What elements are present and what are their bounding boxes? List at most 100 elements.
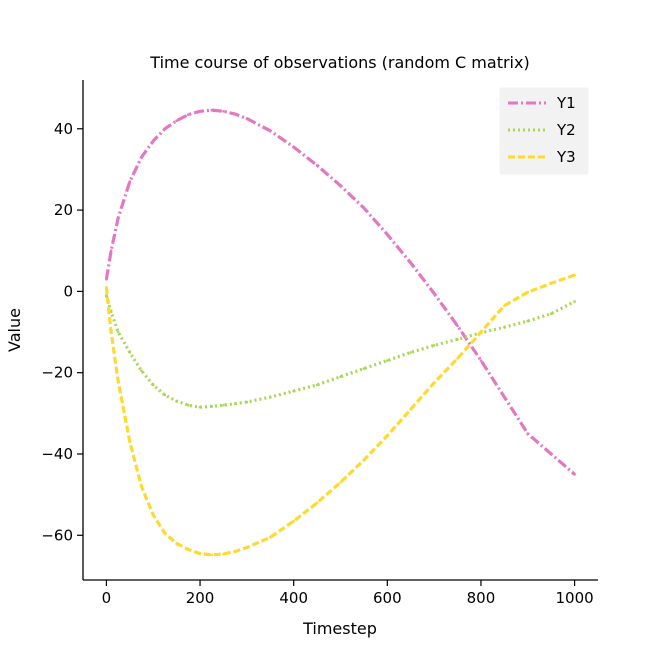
data-point bbox=[140, 369, 143, 373]
x-tick-label: 1000 bbox=[555, 589, 593, 607]
data-point bbox=[292, 389, 296, 393]
data-point bbox=[456, 324, 459, 328]
y-tick-label: −60 bbox=[41, 526, 73, 544]
data-point bbox=[386, 359, 389, 362]
data-point bbox=[245, 400, 249, 404]
data-point bbox=[222, 552, 225, 556]
data-point bbox=[140, 485, 143, 488]
data-point bbox=[479, 330, 483, 334]
data-point bbox=[386, 233, 389, 236]
data-point bbox=[269, 395, 272, 399]
y-tick-label: 20 bbox=[54, 201, 73, 219]
y-tick-label: −20 bbox=[41, 364, 73, 382]
x-tick-label: 800 bbox=[467, 589, 496, 607]
data-point bbox=[116, 379, 120, 383]
x-tick-label: 600 bbox=[373, 589, 402, 607]
data-point bbox=[432, 344, 436, 347]
data-point bbox=[116, 330, 120, 334]
data-point bbox=[210, 108, 214, 112]
data-point bbox=[175, 119, 178, 122]
data-point bbox=[245, 546, 249, 549]
data-point bbox=[526, 432, 530, 436]
data-point bbox=[386, 434, 389, 438]
x-tick-label: 400 bbox=[279, 589, 308, 607]
data-point bbox=[210, 553, 214, 557]
data-point bbox=[269, 536, 272, 539]
data-point bbox=[573, 300, 576, 303]
data-point bbox=[210, 405, 214, 408]
series-layer bbox=[104, 108, 576, 557]
legend-label: Y1 bbox=[556, 94, 576, 112]
data-point bbox=[573, 273, 576, 277]
data-point bbox=[573, 473, 576, 476]
data-point bbox=[128, 440, 132, 444]
data-point bbox=[292, 519, 296, 523]
data-point bbox=[222, 403, 225, 407]
x-axis-label: Timestep bbox=[302, 619, 377, 638]
data-point bbox=[456, 338, 459, 341]
x-tick-label: 0 bbox=[102, 589, 112, 607]
data-point bbox=[456, 357, 459, 360]
data-point bbox=[339, 375, 342, 379]
data-point bbox=[362, 458, 366, 462]
data-point bbox=[526, 290, 530, 294]
data-point bbox=[245, 117, 249, 120]
data-point bbox=[198, 405, 202, 409]
data-point bbox=[339, 481, 342, 484]
data-point bbox=[105, 294, 108, 297]
data-point bbox=[109, 249, 113, 252]
data-point bbox=[292, 145, 296, 149]
data-point bbox=[503, 325, 506, 329]
data-point bbox=[409, 408, 413, 411]
data-point bbox=[222, 110, 225, 113]
data-point bbox=[198, 110, 202, 113]
data-point bbox=[198, 552, 202, 555]
y-ticks: 40 20 0 −20 −40 −60 bbox=[41, 120, 83, 544]
data-point bbox=[187, 403, 190, 407]
series-line-y3 bbox=[104, 273, 576, 557]
data-point bbox=[549, 452, 553, 456]
data-point bbox=[175, 542, 178, 545]
data-point bbox=[233, 402, 237, 405]
data-point bbox=[128, 351, 132, 354]
data-point bbox=[105, 277, 108, 281]
data-point bbox=[362, 206, 366, 210]
data-point bbox=[479, 359, 483, 362]
data-point bbox=[269, 129, 272, 133]
data-point bbox=[116, 216, 120, 220]
legend-label: Y2 bbox=[556, 121, 576, 139]
data-point bbox=[233, 550, 237, 553]
data-point bbox=[409, 351, 413, 354]
y-tick-label: −40 bbox=[41, 445, 73, 463]
data-point bbox=[409, 261, 413, 265]
data-point bbox=[151, 383, 155, 387]
data-point bbox=[526, 319, 530, 323]
data-point bbox=[163, 532, 167, 535]
data-point bbox=[315, 501, 319, 505]
series-line-y1 bbox=[104, 108, 576, 476]
chart-title: Time course of observations (random C ma… bbox=[149, 53, 529, 72]
x-tick-label: 200 bbox=[186, 589, 215, 607]
data-point bbox=[187, 113, 190, 116]
data-point bbox=[362, 367, 366, 370]
data-point bbox=[233, 112, 237, 116]
series-line-y2 bbox=[104, 294, 576, 409]
data-point bbox=[151, 139, 155, 143]
data-point bbox=[175, 399, 178, 403]
data-point bbox=[549, 282, 553, 285]
data-point bbox=[503, 304, 506, 307]
y-tick-label: 0 bbox=[63, 282, 73, 300]
data-point bbox=[151, 513, 155, 517]
data-point bbox=[163, 393, 167, 397]
legend-label: Y3 bbox=[556, 148, 576, 166]
data-point bbox=[432, 381, 436, 385]
y-axis-label: Value bbox=[5, 308, 24, 352]
data-point bbox=[128, 180, 132, 183]
legend: Y1 Y2 Y3 bbox=[499, 87, 589, 175]
data-point bbox=[315, 383, 319, 387]
data-point bbox=[339, 184, 342, 187]
y-tick-label: 40 bbox=[54, 120, 73, 138]
data-point bbox=[109, 330, 113, 334]
